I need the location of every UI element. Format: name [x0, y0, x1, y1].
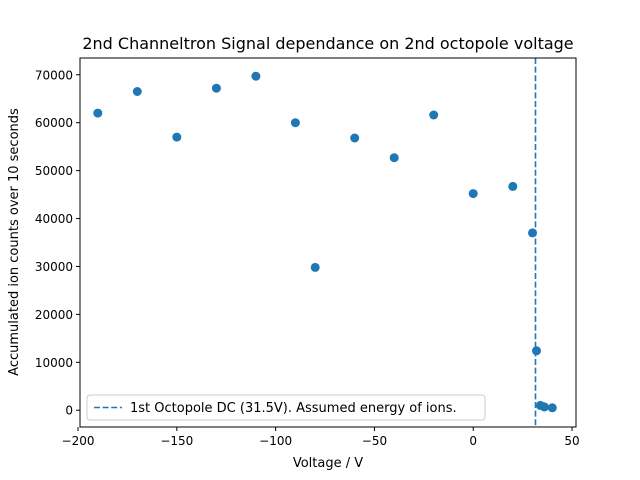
y-tick-label: 60000: [35, 116, 73, 130]
data-point: [429, 110, 439, 120]
legend: 1st Octopole DC (31.5V). Assumed energy …: [86, 394, 486, 421]
x-tick-label: −50: [362, 434, 387, 448]
y-axis-label: Accumulated ion counts over 10 seconds: [7, 108, 22, 376]
plot-frame: [79, 57, 577, 428]
x-tick-label: 0: [469, 434, 477, 448]
data-point: [389, 153, 399, 163]
data-point: [350, 133, 360, 143]
x-tick-label: −100: [259, 434, 292, 448]
data-point: [539, 402, 549, 412]
y-tick-label: 70000: [35, 68, 73, 82]
data-point: [468, 189, 478, 199]
legend-label: 1st Octopole DC (31.5V). Assumed energy …: [130, 401, 457, 416]
legend-box: [86, 394, 486, 421]
data-point: [508, 181, 518, 191]
y-tick-label: 20000: [35, 308, 73, 322]
y-tick-label: 10000: [35, 356, 73, 370]
data-point: [132, 87, 142, 96]
data-point: [547, 403, 557, 413]
x-axis-label: Voltage / V: [293, 456, 363, 471]
y-tick-label: 50000: [35, 164, 73, 178]
data-point: [172, 132, 182, 142]
y-tick-label: 0: [65, 404, 73, 418]
plot-marks: [93, 58, 557, 427]
y-tick-label: 30000: [35, 260, 73, 274]
y-axis-ticks: 0 10000 20000 30000 40000 50000 60000 70000: [35, 68, 80, 418]
data-point: [251, 71, 261, 81]
data-point: [211, 83, 221, 93]
x-axis-ticks: −200 −150 −100 −50 0 50: [62, 427, 580, 448]
data-point: [310, 262, 320, 272]
x-tick-label: −150: [160, 434, 193, 448]
chart-title: 2nd Channeltron Signal dependance on 2nd…: [82, 34, 573, 53]
x-tick-label: −200: [62, 434, 95, 448]
y-tick-label: 40000: [35, 212, 73, 226]
x-tick-label: 50: [564, 434, 579, 448]
data-point: [532, 346, 541, 356]
data-point: [93, 108, 103, 118]
data-point: [290, 118, 300, 128]
